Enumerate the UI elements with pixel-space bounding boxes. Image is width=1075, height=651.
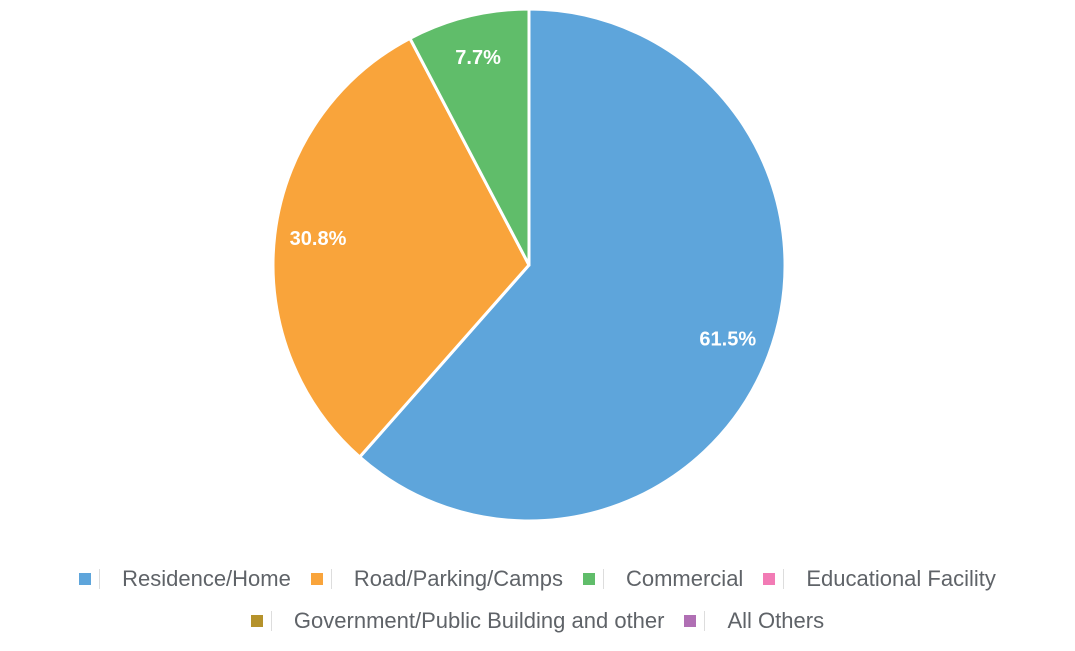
- legend-label: Educational Facility: [806, 566, 996, 591]
- legend-separator: [99, 569, 101, 589]
- legend-label: All Others: [727, 608, 825, 633]
- legend-separator: [270, 611, 272, 631]
- legend-separator: [704, 611, 706, 631]
- legend-swatch: [79, 573, 92, 585]
- legend-item[interactable]: All Others: [684, 606, 824, 636]
- legend-item[interactable]: Residence/Home: [79, 564, 291, 594]
- legend-swatch: [310, 573, 323, 585]
- slice-label: 30.8%: [290, 228, 347, 250]
- legend: Residence/Home Road/Parking/Camps Commerci…: [10, 564, 1065, 636]
- legend-separator: [330, 569, 332, 589]
- legend-swatch: [684, 615, 697, 627]
- legend-label: Government/Public Building and other: [293, 608, 665, 633]
- pie-slice: [271, 36, 531, 459]
- legend-label: Residence/Home: [122, 566, 291, 591]
- legend-separator: [602, 569, 604, 589]
- pie-slice: [408, 7, 531, 267]
- legend-item[interactable]: Road/Parking/Camps: [310, 564, 563, 594]
- legend-label: Road/Parking/Camps: [353, 566, 563, 591]
- pie-slice: [358, 7, 787, 523]
- pie-area: 61.5% 30.8% 7.7%: [271, 7, 787, 523]
- slice-label: 61.5%: [699, 328, 756, 350]
- legend-swatch: [582, 573, 595, 585]
- legend-swatch: [763, 573, 776, 585]
- slice-label: 7.7%: [455, 47, 501, 69]
- legend-label: Commercial: [625, 566, 744, 591]
- legend-item[interactable]: Educational Facility: [763, 564, 996, 594]
- legend-swatch: [250, 615, 263, 627]
- legend-separator: [783, 569, 785, 589]
- legend-item[interactable]: Government/Public Building and other: [250, 606, 665, 636]
- legend-item[interactable]: Commercial: [582, 564, 744, 594]
